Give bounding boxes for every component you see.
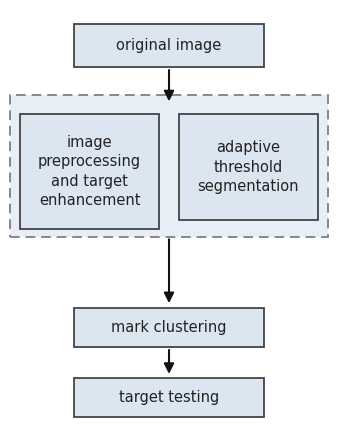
FancyBboxPatch shape (74, 308, 264, 347)
Text: target testing: target testing (119, 390, 219, 404)
Text: image
preprocessing
and target
enhancement: image preprocessing and target enhanceme… (38, 135, 141, 208)
FancyBboxPatch shape (179, 114, 318, 220)
FancyBboxPatch shape (10, 95, 328, 237)
FancyBboxPatch shape (74, 24, 264, 67)
FancyBboxPatch shape (20, 114, 159, 229)
Text: adaptive
threshold
segmentation: adaptive threshold segmentation (198, 140, 299, 194)
Text: original image: original image (116, 38, 222, 53)
FancyBboxPatch shape (74, 378, 264, 417)
Text: mark clustering: mark clustering (111, 320, 227, 335)
